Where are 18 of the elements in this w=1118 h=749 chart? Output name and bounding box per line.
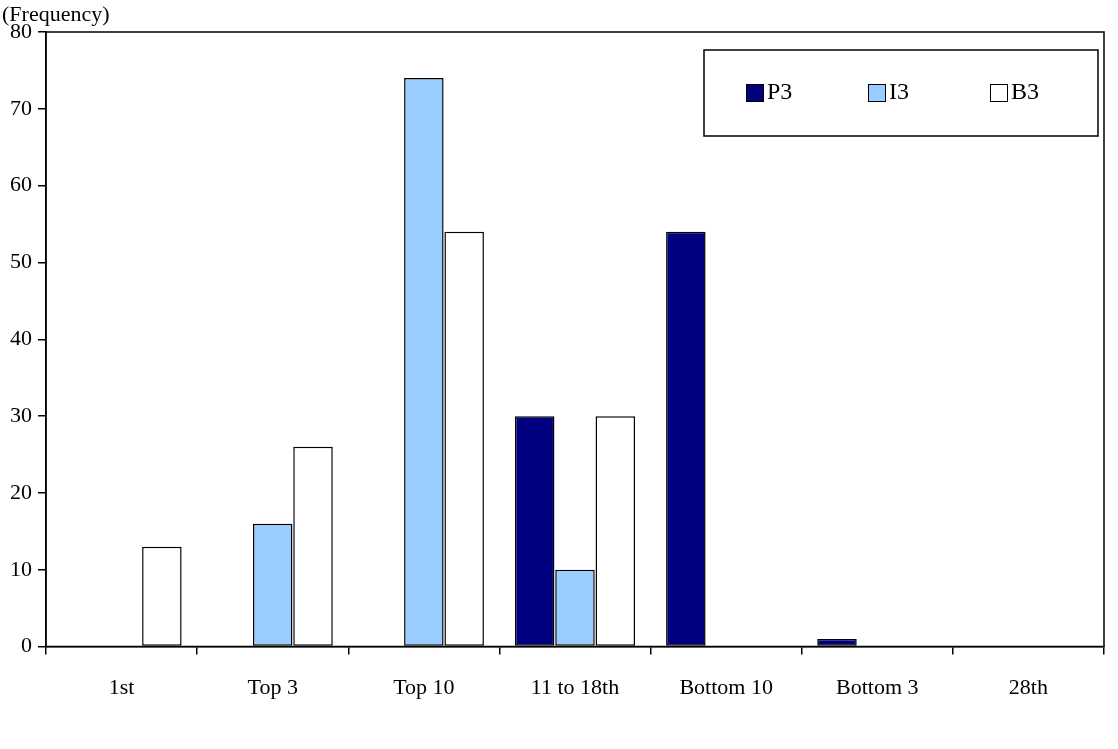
legend-label: P3 bbox=[767, 78, 793, 105]
y-tick-label: 0 bbox=[21, 632, 32, 658]
y-tick-label: 60 bbox=[10, 171, 32, 197]
y-tick-label: 50 bbox=[10, 248, 32, 274]
y-tick-label: 70 bbox=[10, 94, 32, 120]
legend-label: B3 bbox=[1011, 78, 1040, 105]
x-tick-label: 11 to 18th bbox=[530, 673, 620, 699]
y-tick-label: 20 bbox=[10, 478, 32, 504]
legend-label: I3 bbox=[889, 78, 909, 105]
y-tick-label: 30 bbox=[10, 401, 32, 427]
x-tick-label: 1st bbox=[108, 673, 135, 699]
x-tick-label: Top 3 bbox=[247, 673, 298, 699]
x-tick-label: 28th bbox=[1008, 673, 1048, 699]
x-tick-label: Bottom 3 bbox=[836, 673, 919, 699]
x-tick-label: Top 10 bbox=[393, 673, 455, 699]
y-tick-label: 40 bbox=[10, 325, 32, 351]
x-tick-label: Bottom 10 bbox=[679, 673, 773, 699]
y-tick-label: 10 bbox=[10, 555, 32, 581]
